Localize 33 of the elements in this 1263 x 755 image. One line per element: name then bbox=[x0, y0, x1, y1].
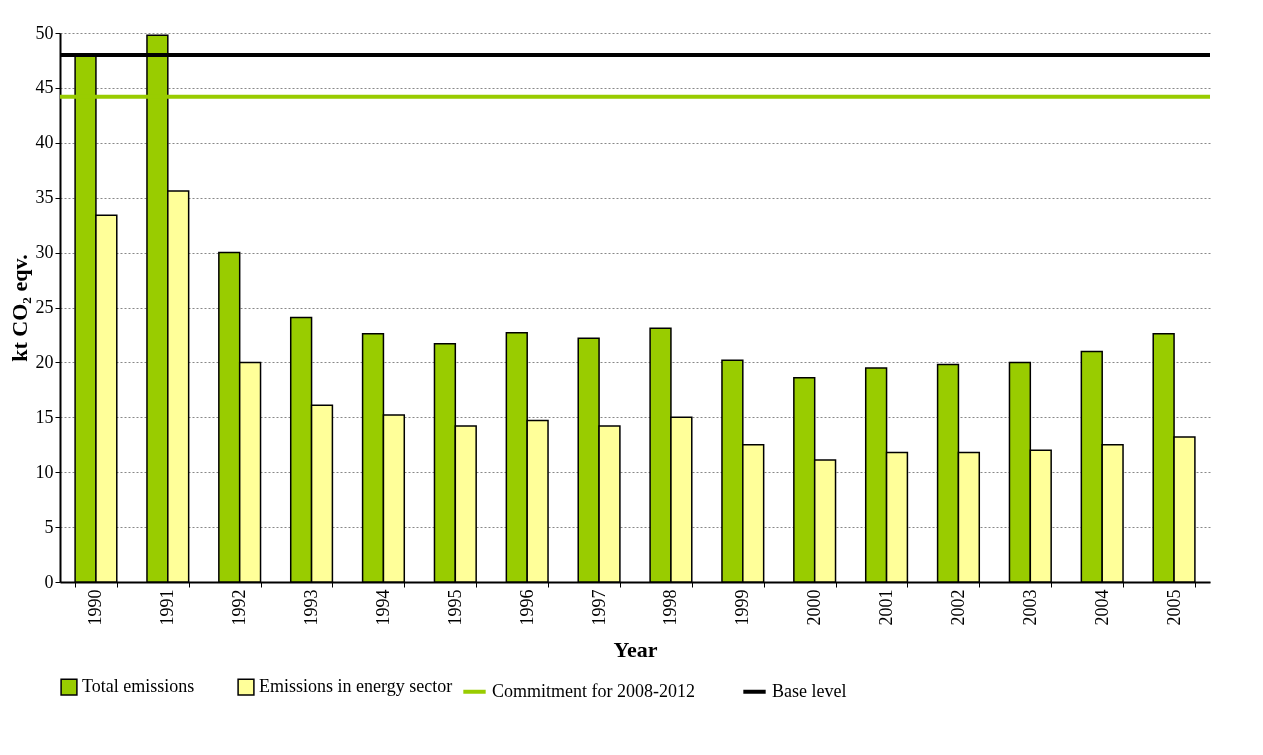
x-tick-label: 2004 bbox=[1091, 589, 1112, 626]
x-tick-label: 1994 bbox=[372, 589, 393, 626]
y-tick-label: 0 bbox=[44, 571, 54, 592]
y-tick-label: 45 bbox=[35, 77, 54, 98]
y-tick-label: 40 bbox=[35, 132, 54, 153]
x-tick-label: 2003 bbox=[1019, 589, 1040, 626]
legend-label: Commitment for 2008-2012 bbox=[492, 680, 695, 701]
x-tick-label: 2005 bbox=[1163, 589, 1184, 626]
x-tick-label: 1990 bbox=[85, 589, 106, 626]
y-tick-label: 35 bbox=[35, 187, 54, 208]
x-axis-title: Year bbox=[613, 636, 658, 662]
y-tick-label: 50 bbox=[35, 22, 54, 43]
x-tick-label: 1999 bbox=[732, 589, 753, 626]
y-tick-label: 10 bbox=[35, 461, 54, 482]
x-tick-label: 1995 bbox=[444, 589, 465, 626]
x-tick-label: 1991 bbox=[157, 589, 178, 626]
y-tick-label: 25 bbox=[35, 297, 54, 317]
x-tick-label: 1997 bbox=[588, 589, 609, 626]
y-tick-label: 5 bbox=[44, 516, 54, 537]
x-tick-label: 2000 bbox=[804, 589, 825, 626]
y-axis-title: kt CO₂ eqv. bbox=[6, 254, 32, 362]
y-tick-label: 20 bbox=[35, 351, 54, 372]
x-tick-label: 1993 bbox=[301, 589, 322, 626]
legend-label: Emissions in energy sector bbox=[259, 676, 453, 697]
x-tick-label: 2001 bbox=[876, 589, 897, 626]
x-tick-label: 1996 bbox=[516, 589, 537, 626]
x-tick-label: 2002 bbox=[947, 589, 968, 626]
y-tick-label: 30 bbox=[35, 242, 54, 263]
y-tick-label: 15 bbox=[35, 406, 54, 427]
legend-label: Base level bbox=[772, 680, 847, 701]
legend-label: Total emissions bbox=[82, 676, 195, 697]
x-tick-label: 1998 bbox=[660, 589, 681, 626]
x-tick-label: 1992 bbox=[229, 589, 250, 626]
